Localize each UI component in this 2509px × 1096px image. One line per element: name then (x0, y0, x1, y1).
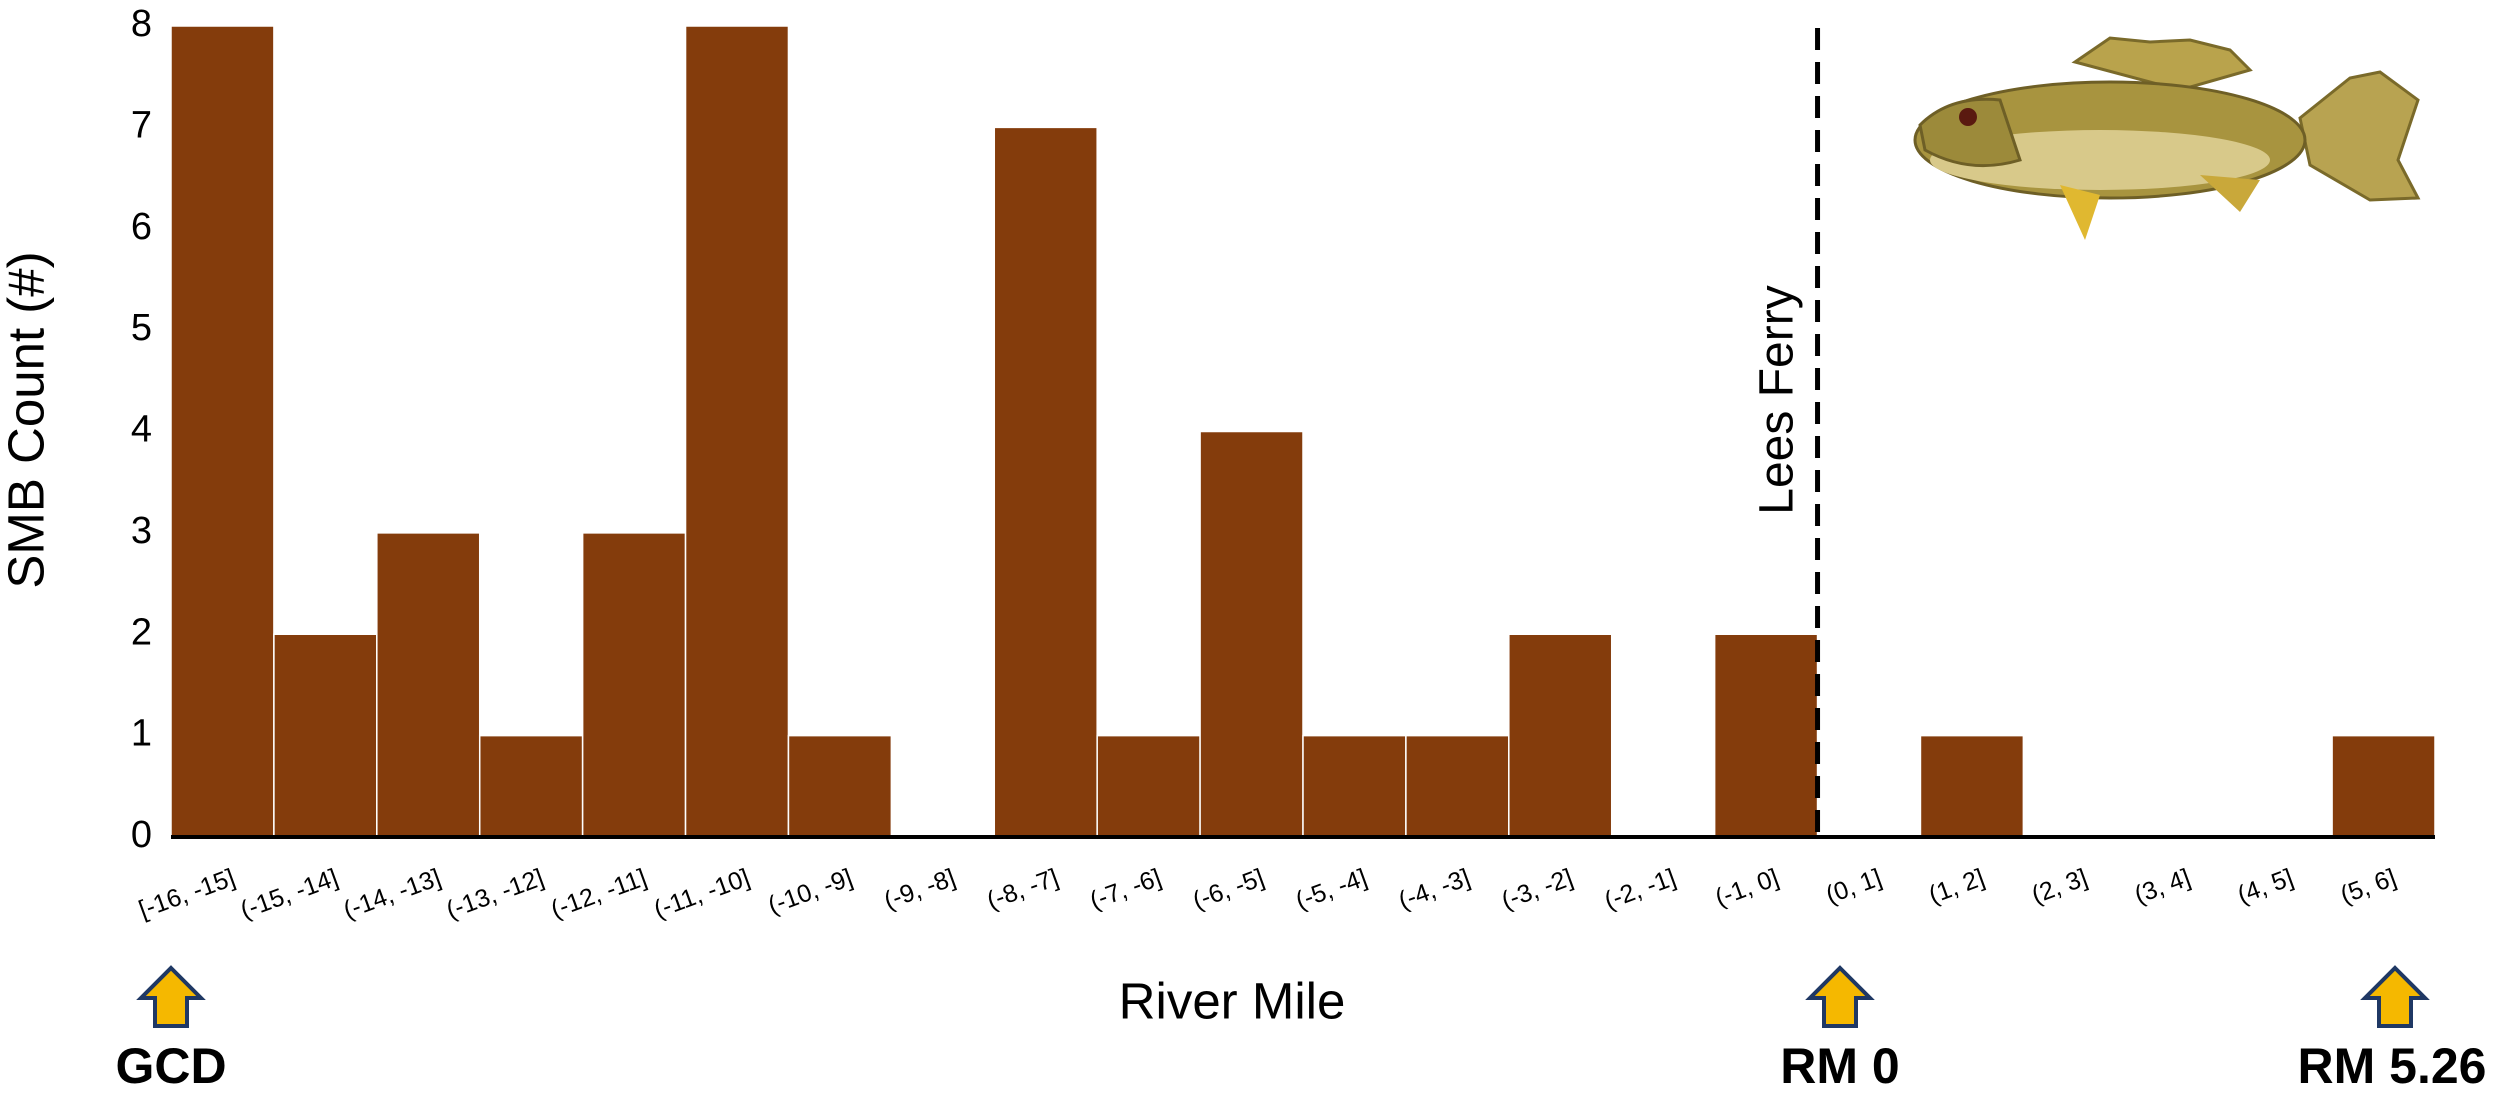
x-tick-label: (-4, -3] (1395, 864, 1474, 915)
x-tick-label: (-14, -13] (340, 864, 445, 925)
bar (170, 25, 275, 838)
x-tick-label: [-16, -15] (135, 864, 239, 925)
marker-label: RM 0 (1780, 1038, 1899, 1094)
reference-line-label: Lees Ferry (1751, 285, 1804, 514)
marker-arrow (2360, 965, 2430, 1028)
x-tick-label: (-12, -11] (547, 864, 650, 924)
y-axis-label: SMB Count (#) (0, 251, 54, 588)
x-tick-label: (0, 1] (1822, 864, 1885, 910)
bar (478, 734, 584, 838)
x-tick-label: (3, 4] (2131, 864, 2194, 910)
x-tick-label: (1, 2] (1925, 864, 1988, 910)
x-tick-label: (-2, -1] (1601, 864, 1680, 915)
bar (1919, 734, 2025, 838)
bar (1302, 734, 1407, 838)
x-tick-label: (-3, -2] (1498, 864, 1577, 915)
x-tick-label: (5, 6] (2337, 864, 2400, 910)
x-tick-label: (-7, -6] (1086, 864, 1165, 915)
y-tick-label: 3 (131, 510, 152, 552)
marker-label: RM 5.26 (2298, 1038, 2487, 1094)
bar (787, 734, 893, 838)
marker-arrow (136, 965, 206, 1028)
marker-label: GCD (115, 1038, 226, 1094)
x-tick-label: (4, 5] (2234, 864, 2297, 910)
bar (1713, 633, 1819, 838)
y-tick-label: 1 (131, 713, 152, 755)
bar (684, 25, 790, 838)
y-tick-label: 8 (131, 3, 152, 45)
y-tick-label: 2 (131, 611, 152, 653)
x-tick-label: (-1, 0] (1711, 864, 1782, 913)
x-tick-label: (-6, -5] (1189, 864, 1268, 915)
x-tick-label: (2, 3] (2028, 864, 2091, 910)
x-tick-label: (-11, -10] (650, 864, 753, 924)
x-tick-label: (-15, -14] (237, 864, 342, 925)
bar (993, 126, 1098, 838)
bar (1096, 734, 1201, 838)
x-tick-label: (-8, -7] (983, 864, 1062, 915)
x-tick-label: (-10, -9] (764, 864, 856, 920)
y-tick-label: 5 (131, 307, 152, 349)
y-tick-label: 7 (131, 104, 152, 146)
x-tick-label: (-13, -12] (443, 864, 548, 925)
y-tick-label: 6 (131, 206, 152, 248)
bar (1199, 430, 1304, 838)
bar (2331, 734, 2436, 838)
bar (581, 532, 687, 838)
marker-arrow (1805, 965, 1875, 1028)
x-tick-label: (-9, -8] (880, 864, 959, 915)
x-axis-label: River Mile (1119, 972, 1346, 1029)
fish-illustration (1913, 36, 2421, 240)
y-tick-label: 0 (131, 814, 152, 856)
y-tick-label: 4 (131, 409, 152, 451)
bar (1405, 734, 1510, 838)
bar (273, 633, 378, 838)
bar (1508, 633, 1613, 838)
x-tick-label: (-5, -4] (1292, 864, 1371, 915)
bar (376, 532, 481, 838)
